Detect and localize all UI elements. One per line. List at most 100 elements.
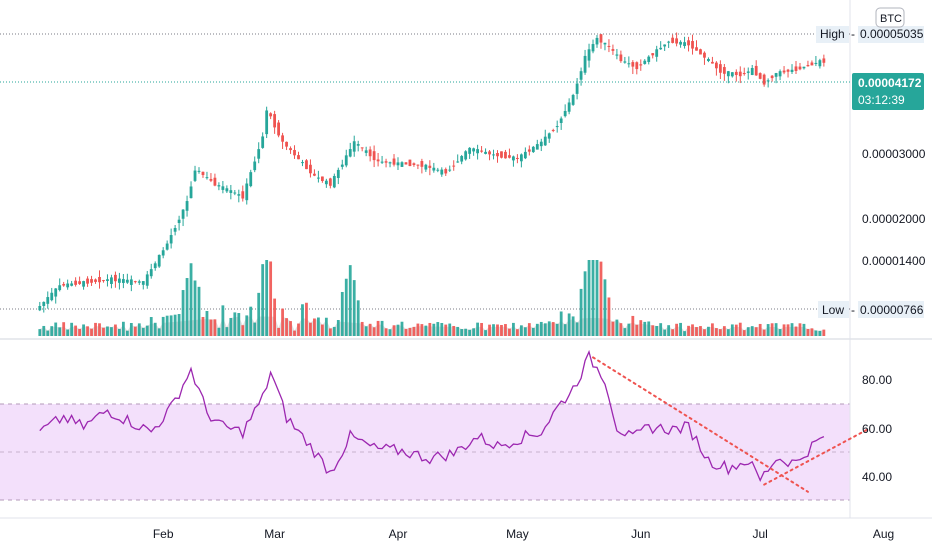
candle — [241, 185, 245, 202]
candle — [118, 272, 121, 290]
candle — [496, 150, 499, 163]
candle — [619, 50, 623, 63]
candle-body — [181, 209, 185, 219]
candle — [707, 57, 710, 63]
volume-bar — [237, 313, 241, 336]
candle-body — [237, 194, 241, 196]
candle-body — [317, 177, 320, 179]
volume-bar — [607, 297, 611, 336]
candle-body — [121, 279, 125, 283]
volume-bar — [730, 324, 734, 336]
candle — [273, 110, 277, 134]
volume-bar — [786, 324, 790, 336]
candle-body — [468, 147, 472, 154]
candle — [332, 173, 336, 189]
volume-bar — [281, 308, 284, 336]
candle — [635, 61, 639, 75]
high-marker[interactable]: High - 0.00005035 — [816, 26, 924, 43]
candle — [508, 148, 511, 159]
candle-body — [822, 58, 826, 63]
candle-body — [599, 34, 603, 43]
volume-bar — [814, 330, 818, 336]
candle-body — [583, 55, 587, 73]
candle — [738, 66, 742, 84]
volume-bar — [368, 323, 372, 336]
candle — [599, 33, 603, 49]
last-price-tag[interactable]: 0.00004172 03:12:39 — [852, 73, 924, 110]
candle-body — [125, 279, 129, 283]
candle — [400, 161, 404, 168]
candle-body — [368, 149, 372, 157]
volume-bar — [715, 328, 718, 336]
candle-body — [94, 279, 97, 282]
candle-body — [141, 281, 145, 285]
volume-bar — [591, 260, 595, 336]
candle — [448, 165, 452, 172]
volume-bar — [448, 323, 452, 336]
low-marker[interactable]: Low - 0.00000766 — [818, 301, 924, 318]
candle — [328, 177, 332, 189]
candle — [519, 153, 523, 168]
candle-body — [320, 176, 324, 182]
volume-bar — [297, 323, 300, 336]
volume-bar — [587, 260, 591, 336]
candle — [173, 224, 177, 236]
volume-bar — [121, 321, 125, 336]
candle-body — [699, 49, 702, 55]
volume-bar — [535, 323, 539, 336]
candle — [324, 178, 328, 188]
candle — [404, 162, 408, 165]
candle — [587, 43, 591, 68]
volume-bar — [305, 302, 308, 336]
candle — [277, 120, 280, 138]
volume-bar — [38, 329, 42, 336]
volume-bar — [726, 329, 730, 336]
volume-bar — [70, 322, 74, 336]
candle-body — [806, 64, 810, 67]
candle — [675, 32, 678, 47]
currency-badge[interactable]: BTC — [875, 7, 905, 28]
volume-bar — [197, 286, 201, 336]
candle-body — [102, 280, 105, 282]
candle-body — [726, 71, 730, 77]
candle-body — [197, 170, 201, 172]
rsi-trendline[interactable] — [592, 356, 809, 493]
candle — [591, 39, 595, 54]
candle — [436, 167, 440, 173]
volume-bar — [181, 290, 185, 336]
candle-body — [169, 235, 173, 244]
candle — [213, 173, 217, 187]
volume-bar — [129, 322, 133, 336]
volume-bar — [559, 311, 563, 336]
candle-body — [814, 62, 818, 64]
candle-body — [778, 71, 782, 77]
volume-bar — [364, 326, 368, 336]
rsi-trendline[interactable] — [763, 428, 869, 486]
volume-bar — [106, 326, 109, 336]
candle-body — [344, 155, 348, 166]
candle — [217, 182, 221, 191]
volume-bar — [619, 323, 623, 336]
volume-bar — [464, 328, 468, 336]
volume-bar — [141, 327, 145, 336]
candle — [480, 146, 483, 153]
candle — [651, 53, 655, 59]
volume-bar — [293, 330, 296, 336]
candle-body — [818, 60, 822, 67]
candle-body — [456, 161, 460, 163]
candle-body — [539, 141, 543, 147]
candle-body — [738, 71, 742, 77]
candle-body — [408, 159, 412, 167]
candle-body — [782, 70, 786, 73]
candle-body — [106, 279, 109, 282]
candle — [543, 129, 547, 146]
candle — [165, 240, 169, 251]
volume-bar — [66, 329, 70, 336]
volume-bar — [436, 322, 440, 336]
candle — [655, 45, 659, 62]
candle — [197, 167, 201, 174]
volume-bar — [400, 321, 404, 336]
candle-body — [110, 277, 113, 284]
volume-layer — [38, 260, 826, 336]
